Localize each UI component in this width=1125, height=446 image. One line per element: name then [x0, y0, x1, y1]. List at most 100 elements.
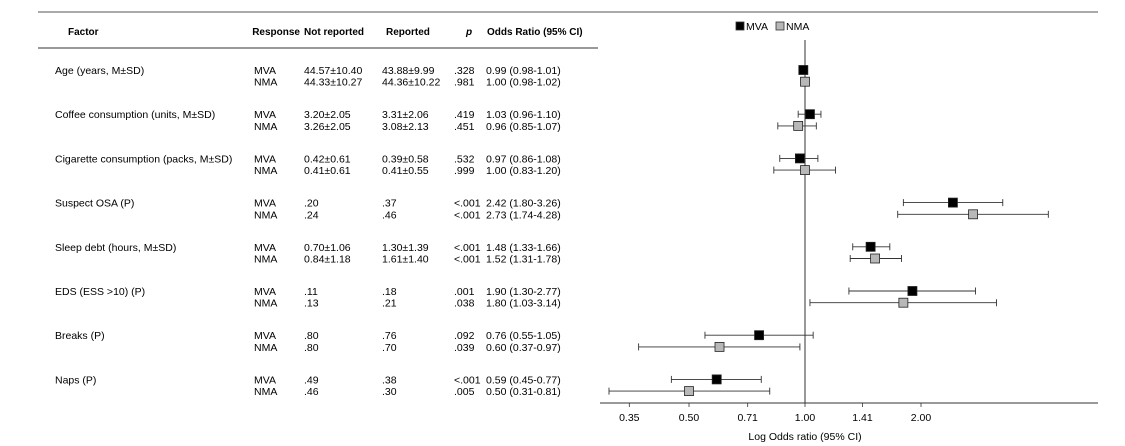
not-reported-cell: .24 [304, 209, 319, 221]
table-rows: Age (years, M±SD) MVA 44.57±10.40 43.88±9.9… [55, 65, 561, 398]
x-axis-title: Log Odds ratio (95% CI) [748, 431, 861, 443]
not-reported-cell: 44.33±10.27 [304, 77, 362, 89]
p-value-cell: .038 [454, 298, 475, 310]
not-reported-header: Not reported [304, 27, 364, 38]
not-reported-cell: .46 [304, 386, 319, 398]
response-cell: MVA [254, 374, 276, 386]
reported-cell: 1.30±1.39 [382, 242, 429, 254]
odds-ratio-cell: 1.00 (0.83-1.20) [486, 165, 561, 177]
odds-ratio-cell: 1.48 (1.33-1.66) [486, 242, 561, 254]
point-estimate-nma [793, 121, 804, 131]
response-cell: MVA [254, 65, 276, 77]
reported-cell: 3.31±2.06 [382, 109, 429, 121]
not-reported-cell: .80 [304, 330, 319, 342]
response-cell: NMA [254, 386, 277, 398]
response-cell: NMA [254, 121, 277, 133]
p-value-cell: .419 [454, 109, 475, 121]
response-cell: NMA [254, 342, 277, 354]
odds-ratio-cell: 0.97 (0.86-1.08) [486, 153, 561, 165]
response-cell: NMA [254, 254, 277, 266]
plot-area [608, 40, 1049, 403]
x-tick-label: 1.41 [852, 412, 873, 424]
point-estimate-nma [968, 209, 978, 220]
point-estimate-mva [948, 197, 958, 208]
not-reported-cell: .80 [304, 342, 319, 354]
reported-cell: .30 [382, 386, 397, 398]
legend-swatch-nma [775, 21, 785, 31]
table-headers: Factor Response Not reported Reported p Odds … [68, 27, 583, 38]
reported-cell: .21 [382, 298, 397, 310]
legend-swatch-mva [735, 21, 745, 31]
odds-ratio-cell: 0.76 (0.55-1.05) [486, 330, 561, 342]
odds-ratio-cell: 1.90 (1.30-2.77) [486, 286, 561, 298]
odds-ratio-cell: 1.80 (1.03-3.14) [486, 298, 561, 310]
odds-ratio-cell: 0.99 (0.98-1.01) [486, 65, 561, 77]
x-tick-label: 1.00 [795, 412, 816, 424]
not-reported-cell: .11 [304, 286, 318, 298]
not-reported-cell: .13 [304, 298, 319, 310]
factor-label: Breaks (P) [55, 330, 105, 342]
odds-ratio-cell: 2.42 (1.80-3.26) [486, 198, 561, 210]
response-cell: NMA [254, 165, 277, 177]
reported-cell: 0.41±0.55 [382, 165, 429, 177]
point-estimate-mva [754, 330, 764, 341]
factor-label: Cigarette consumption (packs, M±SD) [55, 153, 232, 165]
reported-cell: .76 [382, 330, 397, 342]
point-estimate-mva [798, 65, 809, 75]
reported-cell: .37 [382, 198, 397, 210]
odds-ratio-cell: 1.03 (0.96-1.10) [486, 109, 561, 121]
point-estimate-mva [711, 374, 722, 385]
response-cell: NMA [254, 209, 277, 221]
p-value-cell: .532 [454, 153, 475, 165]
point-estimate-nma [714, 341, 725, 352]
reported-cell: 44.36±10.22 [382, 77, 440, 89]
p-value-cell: .999 [454, 165, 475, 177]
response-cell: MVA [254, 242, 276, 254]
odds-ratio-cell: 2.73 (1.74-4.28) [486, 209, 561, 221]
p-value-cell: .328 [454, 65, 475, 77]
response-cell: MVA [254, 286, 276, 298]
not-reported-cell: 44.57±10.40 [304, 65, 362, 77]
response-cell: MVA [254, 198, 276, 210]
point-estimate-mva [865, 241, 876, 252]
factor-label: Naps (P) [55, 374, 96, 386]
point-estimate-nma [684, 386, 694, 397]
chart-legend: MVA NMA [735, 21, 809, 33]
point-estimate-nma [898, 297, 909, 308]
not-reported-cell: 3.20±2.05 [304, 109, 351, 121]
p-value-cell: <.001 [454, 374, 481, 386]
x-axis: 0.35 0.50 0.71 1.00 1.41 2.00 Log Odds ratio (… [600, 402, 1098, 443]
x-tick-label: 0.35 [619, 412, 640, 424]
reported-cell: 1.61±1.40 [382, 254, 429, 266]
not-reported-cell: .20 [304, 198, 319, 210]
point-estimate-mva [907, 286, 918, 296]
reported-cell: 0.39±0.58 [382, 153, 429, 165]
reported-cell: .18 [382, 286, 397, 298]
factor-header: Factor [68, 27, 99, 38]
point-estimate-mva [795, 153, 805, 164]
p-value-cell: <.001 [454, 254, 481, 266]
reported-cell: 43.88±9.99 [382, 65, 435, 77]
not-reported-cell: 0.70±1.06 [304, 242, 351, 254]
not-reported-cell: .49 [304, 374, 319, 386]
odds-ratio-cell: 1.52 (1.31-1.78) [486, 254, 561, 266]
p-value-cell: <.001 [454, 242, 481, 254]
response-cell: NMA [254, 298, 277, 310]
factor-label: Suspect OSA (P) [55, 198, 134, 210]
point-estimate-nma [800, 165, 810, 176]
odds-ratio-cell: 0.96 (0.85-1.07) [486, 121, 561, 133]
p-value-cell: .001 [454, 286, 475, 298]
response-cell: MVA [254, 109, 276, 121]
legend-label-mva: MVA [746, 21, 768, 33]
not-reported-cell: 0.84±1.18 [304, 254, 351, 266]
response-cell: MVA [254, 330, 276, 342]
response-header: Response [252, 27, 300, 38]
not-reported-cell: 3.26±2.05 [304, 121, 351, 133]
p-value-cell: .092 [454, 330, 475, 342]
odds-ratio-header: Odds Ratio (95% CI) [487, 27, 583, 38]
odds-ratio-cell: 1.00 (0.98-1.02) [486, 77, 561, 89]
factor-label: Sleep debt (hours, M±SD) [55, 242, 176, 254]
not-reported-cell: 0.41±0.61 [304, 165, 351, 177]
factor-label: Coffee consumption (units, M±SD) [55, 109, 215, 121]
